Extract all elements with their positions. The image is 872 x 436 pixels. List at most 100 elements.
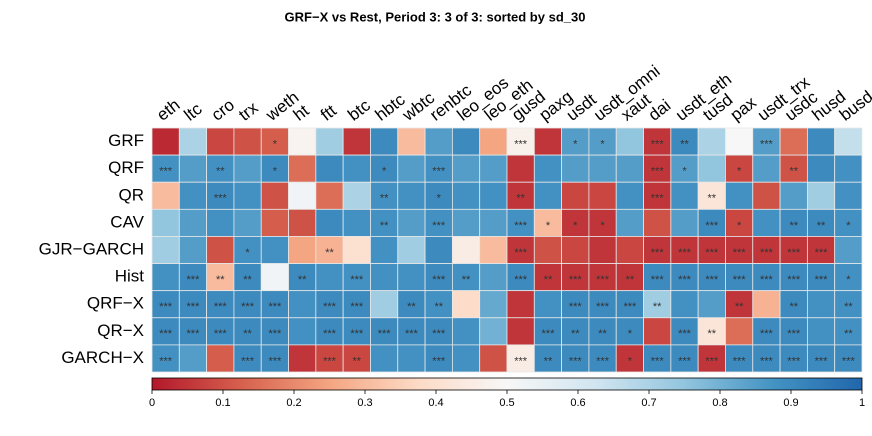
heatmap-cell xyxy=(561,344,590,373)
cell-annotation: *** xyxy=(787,247,801,259)
heatmap-cell xyxy=(370,290,399,319)
cell-annotation: *** xyxy=(569,301,583,313)
heatmap-cell xyxy=(178,154,208,183)
column-label: cro xyxy=(208,95,238,125)
cell-annotation: *** xyxy=(350,328,364,340)
heatmap-cell xyxy=(806,344,836,373)
cell-annotation: *** xyxy=(268,355,282,367)
heatmap-cell xyxy=(424,236,453,264)
heatmap-cell xyxy=(151,127,180,156)
heatmap-cell xyxy=(506,154,535,183)
heatmap-cell xyxy=(806,127,836,156)
cell-annotation: *** xyxy=(678,355,692,367)
cell-annotation: *** xyxy=(268,328,282,340)
heatmap-cell xyxy=(697,181,726,210)
cell-annotation: ** xyxy=(298,274,307,286)
cell-annotation: *** xyxy=(514,220,528,232)
cell-annotation: ** xyxy=(243,274,252,286)
heatmap-cell xyxy=(370,181,399,210)
cell-annotation: * xyxy=(600,138,605,150)
row-label: GARCH−X xyxy=(61,348,144,367)
heatmap-cell xyxy=(779,154,808,183)
heatmap-cell xyxy=(752,181,781,210)
cell-annotation: *** xyxy=(432,328,446,340)
heatmap-cell xyxy=(670,154,699,183)
cell-annotation: ** xyxy=(325,247,334,259)
heatmap-cell xyxy=(806,317,836,346)
cell-annotation: *** xyxy=(678,247,692,259)
heatmap-cell xyxy=(834,344,863,373)
heatmap-cell xyxy=(315,290,344,319)
heatmap-cell xyxy=(206,181,235,210)
cell-annotation: *** xyxy=(705,220,719,232)
cell-annotation: ** xyxy=(544,274,553,286)
heatmap-cell xyxy=(588,236,617,264)
heatmap-cell xyxy=(588,344,617,373)
cell-annotation: ** xyxy=(243,328,252,340)
heatmap-cell xyxy=(206,263,235,292)
cell-annotation: *** xyxy=(760,274,774,286)
colorbar-tick-label: 1 xyxy=(859,397,865,409)
cell-annotation: ** xyxy=(680,138,689,150)
heatmap-cell xyxy=(260,127,289,156)
cell-annotation: ** xyxy=(844,301,853,313)
heatmap-cell xyxy=(479,236,508,264)
cell-annotation: * xyxy=(628,355,633,367)
cell-annotation: *** xyxy=(569,355,583,367)
heatmap-cell xyxy=(342,154,371,183)
heatmap-cell xyxy=(670,344,699,373)
cell-annotation: *** xyxy=(733,355,747,367)
chart-title: GRF−X vs Rest, Period 3: 3 of 3: sorted … xyxy=(285,9,586,24)
heatmap-cell xyxy=(370,344,399,373)
cell-annotation: *** xyxy=(432,166,446,178)
cell-annotation: * xyxy=(737,220,742,232)
heatmap-cell xyxy=(178,317,208,346)
heatmap-cell xyxy=(506,317,535,346)
heatmap-cell xyxy=(424,154,453,183)
heatmap-cell xyxy=(479,290,508,319)
heatmap-cell xyxy=(451,208,481,237)
heatmap-cell xyxy=(561,317,590,346)
heatmap-cell xyxy=(697,290,726,319)
colorbar-tick-label: 0 xyxy=(149,397,155,409)
cell-annotation: * xyxy=(682,166,687,178)
cell-annotation: *** xyxy=(678,274,692,286)
colorbar xyxy=(151,377,863,391)
heatmap-cell xyxy=(370,127,399,156)
heatmap-cell xyxy=(752,208,781,237)
heatmap-cell xyxy=(806,290,836,319)
heatmap-cell xyxy=(451,154,481,183)
cell-annotation: *** xyxy=(596,355,610,367)
cell-annotation: ** xyxy=(216,166,225,178)
heatmap-cell xyxy=(615,208,644,237)
cell-annotation: *** xyxy=(323,301,337,313)
heatmap-cell xyxy=(834,181,863,210)
heatmap-cell xyxy=(615,181,644,210)
column-label: ltc xyxy=(180,99,205,125)
heatmap-cell xyxy=(506,290,535,319)
cell-annotation: ** xyxy=(735,301,744,313)
cell-annotation: ** xyxy=(626,274,635,286)
heatmap-cell xyxy=(506,236,535,264)
heatmap-cell xyxy=(178,127,208,156)
heatmap-cell xyxy=(370,263,399,292)
heatmap-cell xyxy=(670,290,699,319)
cell-annotation: *** xyxy=(787,274,801,286)
heatmap-cell xyxy=(206,290,235,319)
cell-annotation: ** xyxy=(407,301,416,313)
heatmap-cell xyxy=(288,127,317,156)
heatmap-cell xyxy=(288,317,317,346)
heatmap-cell xyxy=(779,181,808,210)
cell-annotation: ** xyxy=(653,301,662,313)
colorbar-tick-label: 0.8 xyxy=(712,397,727,409)
heatmap-cell xyxy=(288,236,317,264)
heatmap-cell xyxy=(806,154,836,183)
heatmap-cell xyxy=(288,290,317,319)
cell-annotation: *** xyxy=(323,355,337,367)
cell-annotation: *** xyxy=(651,355,665,367)
cell-annotation: *** xyxy=(405,328,419,340)
cell-annotation: *** xyxy=(787,355,801,367)
cell-annotation: ** xyxy=(789,166,798,178)
heatmap-cell xyxy=(151,208,180,237)
cell-annotation: * xyxy=(846,220,851,232)
